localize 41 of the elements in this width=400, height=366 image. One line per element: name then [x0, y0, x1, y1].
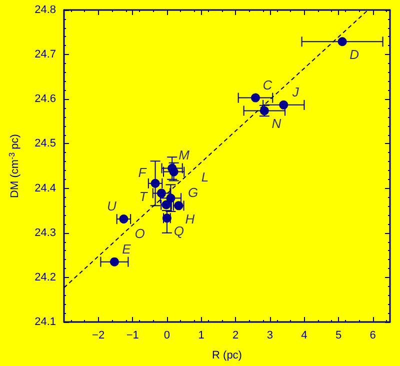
annotation: T: [139, 188, 148, 204]
point: [119, 214, 128, 224]
annotation: D: [350, 47, 359, 62]
x-tick-label: −2: [92, 330, 105, 342]
point: [110, 257, 119, 266]
point: [338, 37, 347, 46]
annotation: L: [201, 170, 209, 185]
x-tick-label: 6: [370, 330, 376, 342]
annotation: Q: [174, 224, 184, 239]
point: [250, 93, 260, 102]
annotation: N: [272, 116, 282, 132]
x-tick-label: 2: [232, 330, 239, 342]
annotation: M: [178, 148, 190, 163]
annotation: H: [185, 211, 196, 226]
y-tick-label: 24.2: [34, 271, 56, 284]
point: [166, 194, 176, 203]
x-tick-label: 0: [164, 330, 170, 342]
y-tick-label: 24.8: [34, 4, 56, 16]
y-tick-label: 24.5: [34, 138, 56, 150]
annotation: E: [122, 241, 132, 256]
point: [279, 100, 288, 110]
annotation: J: [291, 84, 300, 100]
y-tick-label: 24.4: [34, 182, 56, 194]
x-tick-label: 1: [198, 330, 204, 342]
point: [156, 188, 166, 198]
x-tick-label: −1: [126, 330, 139, 342]
annotation: F: [138, 164, 148, 180]
annotation: G: [188, 185, 198, 200]
y-tick-label: 24.1: [34, 316, 56, 328]
x-tick-label: 5: [335, 330, 342, 342]
x-tick-label: 4: [301, 330, 308, 342]
annotation: U: [107, 198, 118, 214]
y-tick-label: 24.7: [34, 48, 56, 61]
y-axis-title: DM (cm-3 pc): [8, 134, 21, 198]
annotation: O: [134, 226, 145, 241]
point: [150, 178, 160, 188]
y-tick-label: 24.3: [34, 226, 56, 239]
y-tick-label: 24.6: [34, 93, 56, 106]
x-axis-title: R (pc): [212, 350, 242, 362]
x-tick-label: 3: [266, 330, 273, 342]
annotation: C: [262, 77, 273, 92]
